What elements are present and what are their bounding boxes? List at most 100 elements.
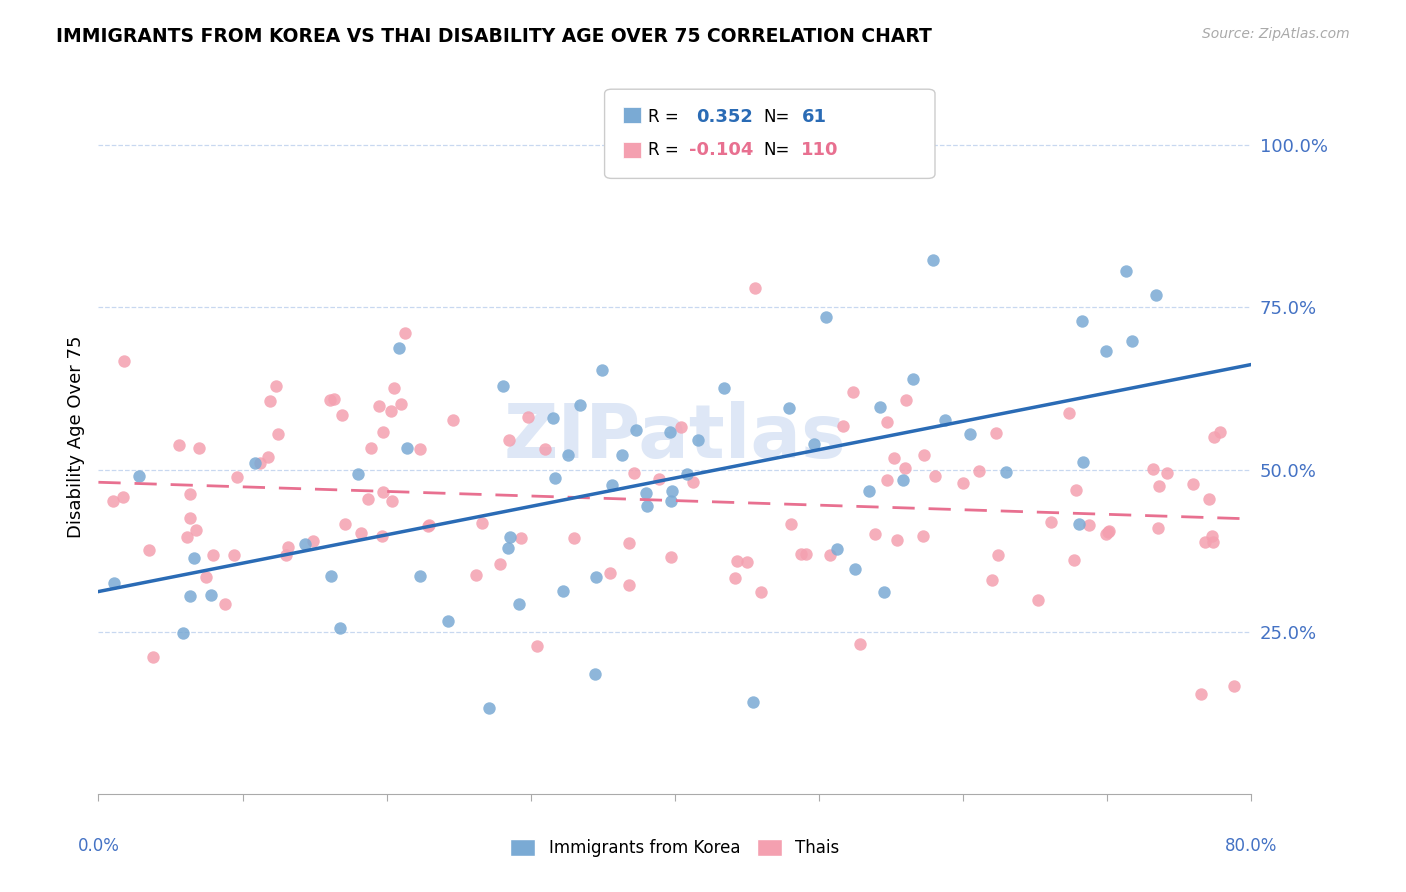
Point xyxy=(1202,430,1225,444)
Point xyxy=(815,310,838,324)
Point xyxy=(1209,425,1232,439)
Point xyxy=(952,476,974,491)
Point xyxy=(508,597,530,611)
Point xyxy=(478,700,501,714)
Point xyxy=(243,456,266,470)
Point xyxy=(179,511,201,525)
Text: R =: R = xyxy=(648,141,679,159)
Point xyxy=(101,493,124,508)
Point xyxy=(1077,518,1099,533)
Point xyxy=(1071,455,1094,469)
Point xyxy=(347,467,370,481)
Point xyxy=(436,614,458,628)
Point xyxy=(1097,524,1119,539)
Text: Source: ZipAtlas.com: Source: ZipAtlas.com xyxy=(1202,27,1350,41)
Point xyxy=(921,252,943,267)
Point xyxy=(735,555,758,569)
Point xyxy=(360,442,382,456)
Point xyxy=(844,561,866,575)
Point xyxy=(257,450,280,464)
Point xyxy=(634,486,657,500)
Point xyxy=(332,408,354,422)
Point xyxy=(169,437,191,451)
Point xyxy=(893,460,915,475)
Text: -0.104: -0.104 xyxy=(689,141,754,159)
Point xyxy=(274,548,297,562)
Point xyxy=(195,570,218,584)
Point xyxy=(1189,687,1212,701)
Point xyxy=(1115,264,1137,278)
Point xyxy=(373,425,395,439)
Point xyxy=(172,625,194,640)
Point xyxy=(183,550,205,565)
Point xyxy=(659,425,682,440)
Point xyxy=(418,519,440,533)
Point xyxy=(1071,314,1094,328)
Point xyxy=(869,400,891,414)
Point xyxy=(1064,483,1087,498)
Point xyxy=(179,487,201,501)
Text: N=: N= xyxy=(763,141,790,159)
Point xyxy=(492,379,515,393)
Point xyxy=(543,411,565,425)
Point xyxy=(1040,516,1063,530)
Point xyxy=(682,475,704,490)
Point xyxy=(858,483,880,498)
Point xyxy=(249,456,271,470)
Point xyxy=(742,695,765,709)
Point xyxy=(713,381,735,395)
Point xyxy=(886,533,908,548)
Point xyxy=(394,326,416,340)
Point xyxy=(103,576,125,591)
Point xyxy=(562,531,585,545)
Point xyxy=(818,548,841,562)
Point xyxy=(557,448,579,462)
Point xyxy=(1063,553,1085,567)
Point xyxy=(790,547,813,561)
Point xyxy=(111,490,134,504)
Point xyxy=(1198,492,1220,507)
Point xyxy=(388,342,411,356)
Point xyxy=(676,467,699,481)
Point xyxy=(912,529,935,543)
Point xyxy=(179,589,201,603)
Point xyxy=(599,566,621,581)
Point xyxy=(924,468,946,483)
Point xyxy=(849,637,872,651)
Point xyxy=(465,568,488,582)
Text: 110: 110 xyxy=(801,141,839,159)
Text: 0.0%: 0.0% xyxy=(77,837,120,855)
Point xyxy=(1095,344,1118,359)
Point xyxy=(188,441,211,455)
Point xyxy=(496,541,519,556)
Point xyxy=(323,392,346,406)
Point xyxy=(876,415,898,429)
Point xyxy=(648,472,671,486)
Point xyxy=(617,535,640,549)
Text: N=: N= xyxy=(763,108,790,126)
Point xyxy=(624,423,647,437)
Point xyxy=(202,548,225,562)
Point xyxy=(669,419,692,434)
Point xyxy=(1121,334,1143,348)
Point xyxy=(380,403,402,417)
Point xyxy=(794,547,817,561)
Point xyxy=(389,396,412,410)
Point xyxy=(499,530,522,544)
Point xyxy=(544,471,567,485)
Text: R =: R = xyxy=(648,108,679,126)
Point xyxy=(408,442,430,456)
Text: IMMIGRANTS FROM KOREA VS THAI DISABILITY AGE OVER 75 CORRELATION CHART: IMMIGRANTS FROM KOREA VS THAI DISABILITY… xyxy=(56,27,932,45)
Point xyxy=(686,434,709,448)
Point xyxy=(585,570,607,584)
Point xyxy=(1147,478,1170,492)
Point xyxy=(1144,288,1167,302)
Point xyxy=(371,528,394,542)
Point xyxy=(1026,593,1049,607)
Point xyxy=(995,465,1018,479)
Point xyxy=(912,448,935,462)
Point xyxy=(517,409,540,424)
Point xyxy=(876,473,898,487)
Point xyxy=(264,379,287,393)
Point xyxy=(441,413,464,427)
